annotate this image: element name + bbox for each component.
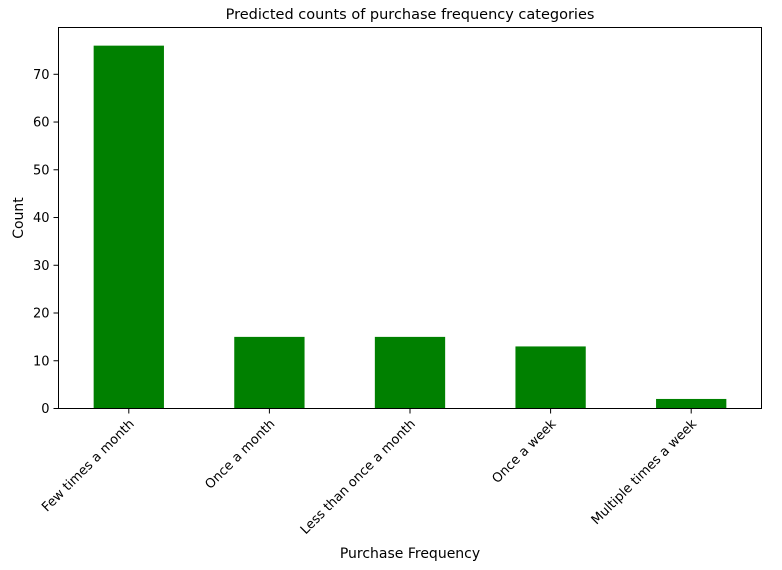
x-axis: Few times a month Once a month Less than o…: [39, 408, 701, 538]
y-tick-label: 0: [41, 402, 49, 417]
y-tick-label: 40: [33, 211, 50, 226]
x-tick-label: Once a month: [203, 417, 279, 493]
plot-frame: [58, 27, 762, 409]
y-axis-label: Count: [11, 197, 27, 239]
y-tick-label: 10: [33, 354, 50, 369]
bar: [234, 336, 305, 409]
chart-title: Predicted counts of purchase frequency c…: [226, 7, 595, 23]
bar: [515, 346, 586, 409]
y-tick-label: 50: [33, 163, 50, 178]
bars-group: [93, 45, 727, 409]
y-tick-label: 30: [33, 259, 50, 274]
bar: [656, 398, 727, 409]
y-axis: 0 10 20 30 40 50 60 70: [33, 68, 59, 417]
x-tick-label: Few times a month: [39, 417, 137, 515]
x-tick-label: Less than once a month: [298, 417, 419, 538]
y-tick-label: 60: [33, 116, 50, 131]
y-tick-label: 20: [33, 307, 50, 322]
x-tick-label: Once a week: [489, 416, 559, 486]
x-tick-label: Multiple times a week: [589, 416, 701, 528]
y-tick-label: 70: [33, 68, 50, 83]
bar: [93, 45, 164, 409]
bar: [374, 336, 446, 409]
x-axis-label: Purchase Frequency: [340, 546, 480, 562]
